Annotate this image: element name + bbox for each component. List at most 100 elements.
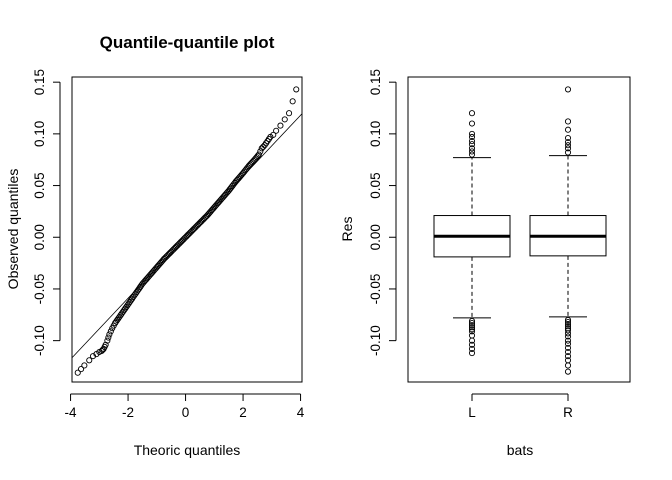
- qq-point: [106, 331, 113, 338]
- qq-x-tick-label: -4: [65, 405, 77, 420]
- box-y-tick-label: 0.05: [368, 172, 383, 198]
- box-outlier: [564, 118, 572, 125]
- qq-points: [74, 86, 300, 376]
- qq-point: [281, 116, 288, 123]
- box-outlier: [564, 368, 572, 375]
- box-outlier: [468, 328, 476, 335]
- box-x-tick-label: L: [468, 405, 476, 420]
- box-outlier: [468, 145, 476, 152]
- box-outlier: [468, 350, 476, 357]
- box-outlier: [564, 145, 572, 152]
- qq-y-tick-label: -0.05: [32, 274, 47, 305]
- boxplot-frame: [407, 76, 631, 383]
- box-outlier: [564, 316, 572, 324]
- qq-point: [260, 143, 267, 150]
- qq-plot-panel: Quantile-quantile plot Theoric quantiles…: [5, 33, 305, 458]
- qq-point: [86, 357, 93, 364]
- qq-y-tick-label: 0.15: [32, 69, 47, 95]
- box-outlier: [564, 323, 572, 330]
- qq-point: [257, 148, 264, 155]
- box-outlier: [564, 139, 572, 146]
- qq-point: [254, 152, 261, 159]
- box-group-L: [433, 110, 511, 357]
- qq-point: [105, 334, 112, 341]
- box-outlier: [468, 148, 476, 155]
- box-outlier: [564, 330, 572, 337]
- box-outlier: [468, 337, 476, 344]
- qq-y-tick-label: 0.05: [32, 172, 47, 198]
- qq-x-axis-label: Theoric quantiles: [134, 442, 241, 458]
- box-group-R: [529, 86, 607, 375]
- box-outlier: [468, 345, 476, 352]
- qq-point: [98, 347, 105, 355]
- box-y-tick-label: 0.00: [368, 224, 383, 250]
- box-x-axis-label: bats: [507, 442, 533, 458]
- qq-y-axis: -0.10 -0.05 0.00 0.05 0.10 0.15: [32, 69, 61, 356]
- box-y-tick-label: 0.15: [368, 69, 383, 95]
- qq-plot-frame: [71, 76, 303, 383]
- box-y-axis: -0.10 -0.05 0.00 0.05 0.10 0.15: [368, 69, 397, 356]
- qq-point: [286, 110, 293, 117]
- qq-x-tick-label: 4: [297, 405, 305, 420]
- box-outlier: [564, 333, 572, 340]
- box-y-tick-label: 0.10: [368, 121, 383, 147]
- box-outlier: [468, 138, 476, 145]
- qq-point: [255, 151, 262, 158]
- box-groups: [433, 86, 607, 375]
- qq-y-tick-label: 0.00: [32, 224, 47, 250]
- box-outlier: [468, 322, 476, 329]
- qq-x-tick-label: 2: [239, 405, 247, 420]
- box-outlier: [468, 326, 476, 333]
- box-outlier: [564, 86, 572, 93]
- box-outlier: [468, 133, 476, 141]
- box-outlier: [564, 337, 572, 344]
- box-outlier: [468, 320, 476, 327]
- qq-point: [258, 145, 265, 152]
- qq-plot-title: Quantile-quantile plot: [100, 33, 275, 52]
- qq-point: [293, 86, 300, 93]
- qq-point: [78, 366, 85, 373]
- qq-y-tick-label: 0.10: [32, 121, 47, 147]
- box-outlier: [564, 134, 572, 142]
- qq-x-tick-label: 0: [182, 405, 190, 420]
- qq-x-axis: -4 -2 0 2 4: [65, 393, 305, 420]
- qq-point: [107, 328, 114, 335]
- box-y-tick-label: -0.10: [368, 325, 383, 356]
- qq-point: [81, 362, 88, 369]
- qq-point: [277, 122, 284, 129]
- box-outlier: [564, 149, 572, 156]
- box-outlier: [564, 321, 572, 328]
- box-outlier: [564, 340, 572, 347]
- box-outlier: [468, 151, 476, 158]
- box-outlier: [564, 344, 572, 351]
- box-outlier: [564, 142, 572, 149]
- qq-point: [74, 369, 81, 376]
- box-outlier: [564, 126, 572, 133]
- qq-point: [99, 346, 106, 353]
- box-outlier: [468, 317, 476, 325]
- qq-y-axis-label: Observed quantiles: [5, 169, 21, 290]
- box-outlier: [564, 327, 572, 334]
- box-outlier: [468, 130, 476, 137]
- box-outlier: [564, 353, 572, 360]
- box-x-tick-label: R: [563, 405, 573, 420]
- box-outlier: [468, 120, 476, 127]
- box-outlier: [564, 318, 572, 326]
- qq-point: [289, 98, 296, 105]
- qq-point: [270, 131, 277, 138]
- box-outlier: [468, 341, 476, 348]
- box-outlier: [468, 324, 476, 331]
- box-outlier: [468, 110, 476, 117]
- box-y-axis-label: Res: [339, 217, 355, 242]
- box-outlier: [468, 141, 476, 148]
- qq-point: [104, 337, 111, 344]
- box-outlier: [564, 348, 572, 356]
- qq-y-tick-label: -0.10: [32, 325, 47, 356]
- qq-x-tick-label: -2: [122, 405, 134, 420]
- box-y-tick-label: -0.05: [368, 274, 383, 305]
- qq-point: [273, 127, 280, 134]
- box-outlier: [564, 362, 572, 369]
